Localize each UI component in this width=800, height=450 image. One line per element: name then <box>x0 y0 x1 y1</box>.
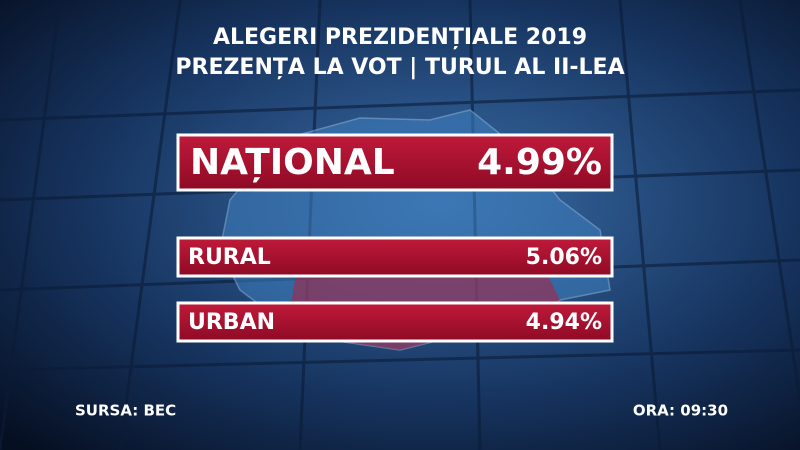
title-line: PREZENȚA LA VOT | TURUL AL II-LEA <box>175 55 624 80</box>
time: ORA: 09:30 <box>633 402 728 420</box>
row-box <box>176 301 614 343</box>
row-value: 4.94% <box>526 310 602 335</box>
row-label: NAȚIONAL <box>190 142 395 183</box>
row-box <box>176 236 614 278</box>
row-label: RURAL <box>188 245 271 270</box>
row-box <box>176 133 614 192</box>
row-value: 4.99% <box>477 142 602 183</box>
title-line: ALEGERI PREZIDENȚIALE 2019 <box>213 25 587 50</box>
row-value: 5.06% <box>526 245 602 270</box>
row-label: URBAN <box>188 310 275 335</box>
source: SURSA: BEC <box>75 402 176 420</box>
